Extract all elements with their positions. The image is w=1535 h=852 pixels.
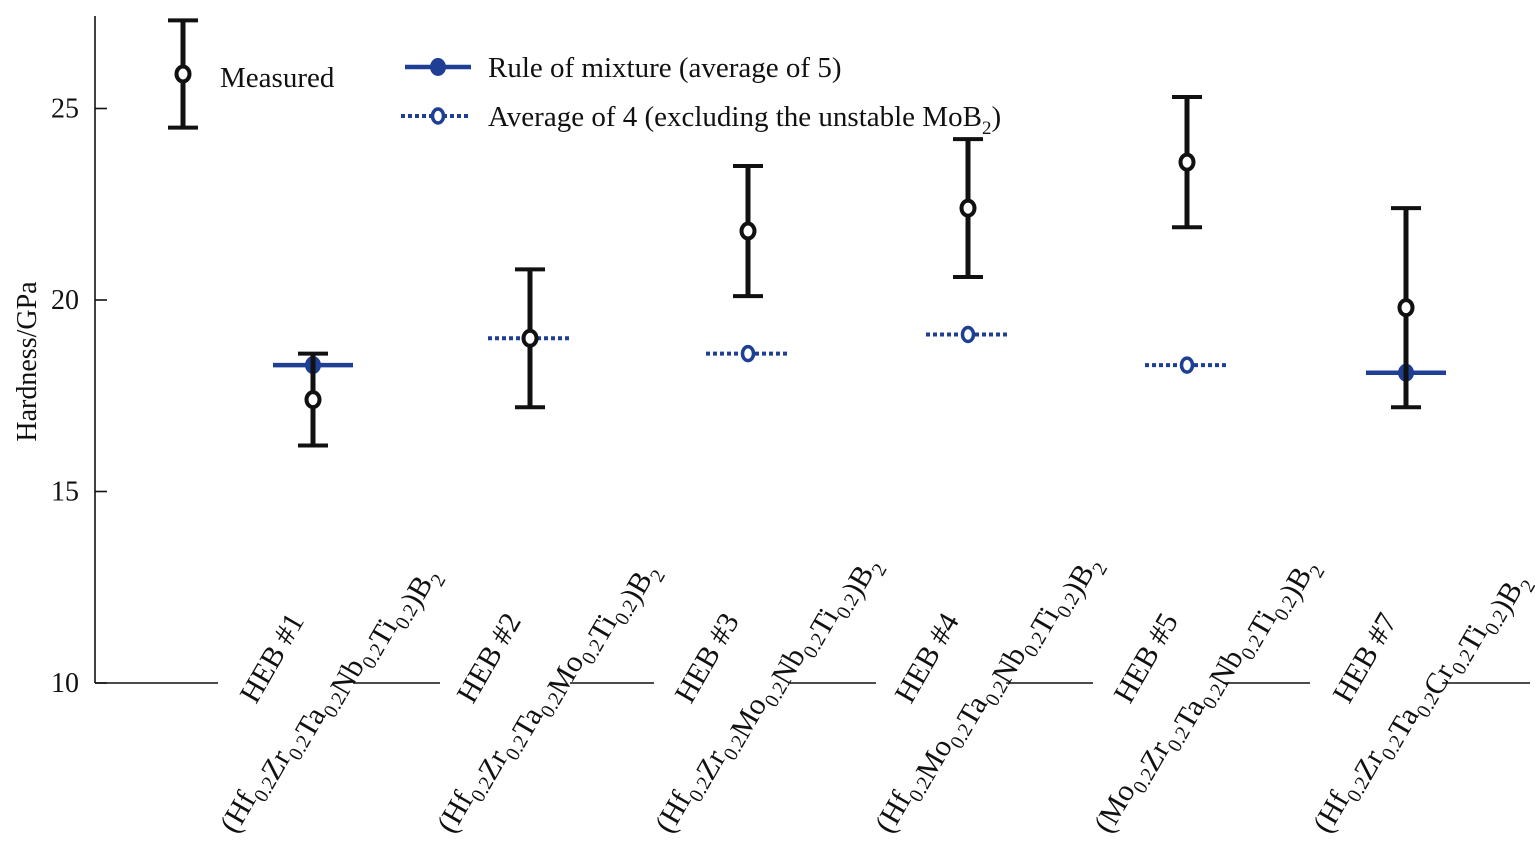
legend-measured-sample: [168, 18, 198, 130]
legend-measured-label: Measured: [220, 62, 335, 94]
measured-error-bar: [733, 163, 763, 299]
legend: Measured Rule of mixture (average of 5) Av…: [168, 18, 1001, 139]
category-id-text: HEB #7: [1326, 608, 1403, 709]
category-id-text: HEB #1: [233, 608, 310, 709]
legend-average-of-4-text: Average of 4 (excluding the unstable MoB: [488, 101, 982, 133]
y-tick-label: 15: [51, 477, 79, 508]
y-axis-title: Hardness/GPa: [12, 281, 43, 442]
average-of-4-mark: [706, 344, 790, 363]
category-id-label: HEB #7: [1326, 608, 1403, 709]
category-id-label: HEB #2: [450, 608, 527, 709]
measured-point: [521, 328, 539, 348]
legend-average-of-4-sample: [401, 107, 471, 125]
average-of-4-point: [1179, 356, 1195, 374]
measured-point: [959, 198, 977, 218]
legend-average-of-4-label: Average of 4 (excluding the unstable MoB…: [488, 101, 1001, 139]
y-tick-label: 25: [51, 94, 79, 125]
measured-error-bar: [953, 137, 983, 280]
category-id-text: HEB #5: [1107, 608, 1184, 709]
measured-point: [174, 64, 192, 84]
category-id-label: HEB #5: [1107, 608, 1184, 709]
legend-average-of-4-close: ): [991, 101, 1001, 133]
measured-error-bar: [1172, 95, 1202, 230]
average-of-4-mark: [1145, 356, 1229, 374]
y-tick-label: 10: [51, 668, 79, 699]
measured-point: [739, 221, 757, 241]
category-id-text: HEB #2: [450, 608, 527, 709]
category-id-label: HEB #4: [888, 608, 965, 709]
axes: 10 15 20 25 Hardness/GPa: [12, 16, 1530, 699]
average-of-4-mark: [926, 325, 1010, 344]
category-id-text: HEB #4: [888, 608, 965, 709]
average-of-4-point: [960, 325, 976, 344]
legend-average-of-4-subscript: 2: [982, 118, 992, 139]
legend-rule-of-mixture-point: [430, 58, 446, 76]
legend-rule-of-mixture-label: Rule of mixture (average of 5): [488, 52, 842, 84]
y-tick-label: 20: [51, 285, 79, 316]
average-of-4-point: [740, 344, 756, 363]
legend-average-of-4-point: [430, 107, 446, 125]
legend-rule-of-mixture-sample: [405, 58, 471, 76]
measured-error-bar: [1391, 206, 1421, 410]
category-id-label: HEB #1: [233, 608, 310, 709]
category-id-label: HEB #3: [668, 608, 745, 709]
chart-marks: [273, 95, 1446, 448]
measured-point: [1178, 152, 1196, 172]
category-id-text: HEB #3: [668, 608, 745, 709]
measured-error-bar: [298, 351, 328, 448]
measured-error-bar: [515, 267, 545, 410]
measured-point: [1397, 298, 1415, 318]
measured-point: [304, 390, 322, 410]
